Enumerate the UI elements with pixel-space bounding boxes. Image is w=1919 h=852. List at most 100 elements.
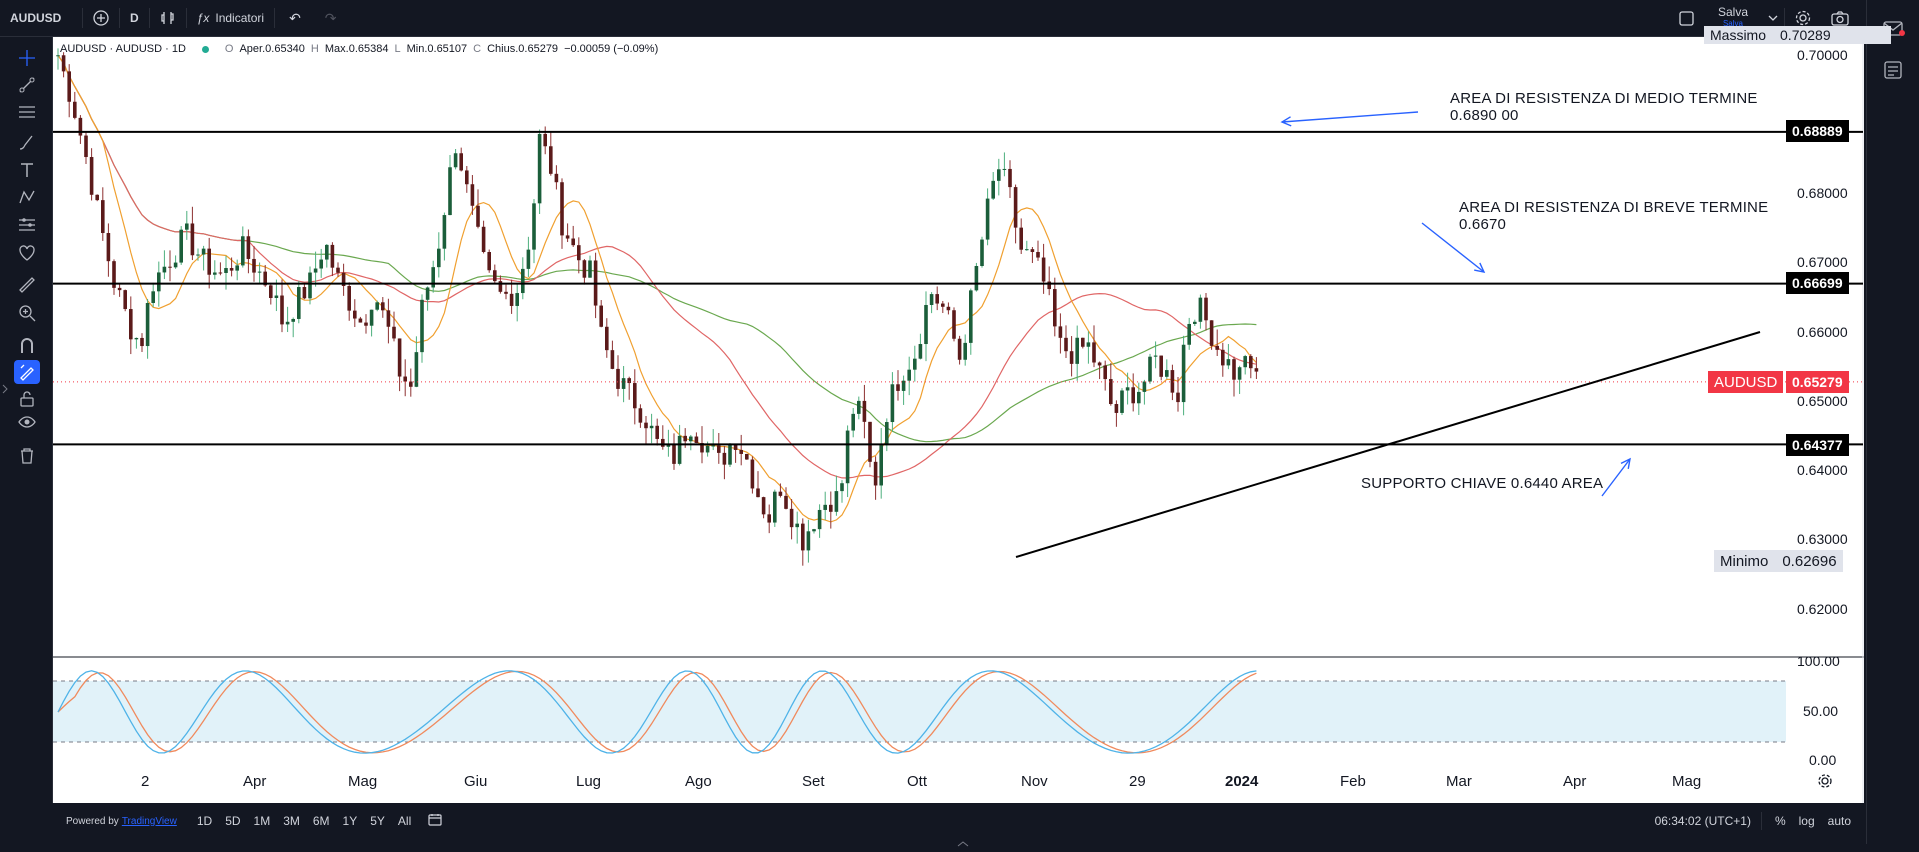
prediction-icon[interactable] — [14, 213, 40, 237]
redo-icon[interactable]: ↷ — [324, 9, 337, 26]
divider — [185, 8, 187, 28]
heart-icon[interactable] — [14, 241, 40, 265]
layout-square-icon[interactable] — [1669, 0, 1704, 36]
candle-body — [285, 321, 290, 325]
range-button-5d[interactable]: 5D — [225, 814, 241, 828]
ruler-icon[interactable] — [14, 273, 40, 297]
candle-body — [297, 287, 301, 319]
annotation-support[interactable]: SUPPORTO CHIAVE 0.6440 AREA — [1361, 475, 1604, 492]
candle-body — [229, 268, 234, 271]
pattern-icon[interactable] — [14, 185, 40, 209]
interval-button[interactable]: D — [130, 11, 139, 25]
lock-icon[interactable] — [14, 387, 40, 411]
candle-body — [526, 249, 531, 269]
candle-body — [834, 491, 839, 512]
candle-body — [599, 305, 603, 327]
indicators-button[interactable]: ƒx Indicatori — [187, 0, 274, 36]
zoom-icon[interactable] — [14, 301, 40, 325]
range-button-1m[interactable]: 1M — [253, 814, 271, 828]
candle-body — [907, 369, 911, 381]
candle-body — [694, 436, 699, 444]
candle-body — [313, 268, 318, 273]
candle-body — [448, 167, 452, 216]
candle-body — [241, 236, 245, 266]
watchlist-icon[interactable] — [1883, 60, 1903, 85]
time-tick-label: Mar — [1446, 773, 1472, 790]
candle-body — [235, 265, 239, 271]
trend-line-icon[interactable] — [14, 73, 40, 97]
candle-body — [1187, 323, 1191, 345]
candle-body — [1069, 351, 1074, 364]
camera-icon[interactable] — [1821, 0, 1859, 36]
candle-body — [425, 287, 430, 300]
range-button-all[interactable]: All — [397, 814, 412, 828]
candle-body — [633, 383, 637, 409]
horizontal-lines-icon[interactable] — [14, 100, 40, 124]
candle-body — [1209, 320, 1214, 346]
annotation-resistance-short-title[interactable]: AREA DI RESISTENZA DI BREVE TERMINE — [1459, 199, 1769, 216]
bottom-panel-chevron-icon[interactable] — [957, 834, 969, 852]
annotation-resistance-medium-title[interactable]: AREA DI RESISTENZA DI MEDIO TERMINE — [1450, 90, 1758, 107]
candle-body — [56, 55, 60, 57]
candle-body — [689, 436, 693, 442]
candle-body — [269, 285, 273, 298]
market-open-dot-icon — [201, 45, 209, 53]
candle-body — [969, 290, 973, 343]
candle-body — [61, 55, 66, 72]
candle-body — [1176, 392, 1180, 403]
stay-in-drawing-mode-icon[interactable] — [14, 360, 40, 384]
time-tick-label: Ago — [685, 773, 712, 790]
candle-body — [1170, 370, 1175, 393]
auto-toggle[interactable]: auto — [1827, 814, 1851, 828]
brush-icon[interactable] — [14, 130, 40, 154]
magnet-icon[interactable] — [14, 334, 40, 358]
chevron-down-icon[interactable] — [1762, 0, 1784, 36]
candle-body — [565, 235, 570, 239]
candle-body — [840, 483, 844, 492]
grid-layer — [53, 37, 1864, 803]
range-button-6m[interactable]: 6M — [312, 814, 330, 828]
undo-icon[interactable]: ↶ — [289, 9, 301, 26]
hline-price-label: 0.68889 — [1786, 120, 1849, 142]
candle-body — [1064, 337, 1068, 352]
candle-body — [851, 413, 855, 431]
symbol-search-button[interactable]: AUDUSD — [10, 11, 62, 25]
annotation-resistance-short-value[interactable]: 0.6670 — [1459, 216, 1507, 233]
candle-body — [470, 184, 475, 206]
candle-body — [661, 438, 665, 447]
osc-tick-label: 100.00 — [1797, 653, 1840, 669]
price-chart-canvas[interactable] — [53, 37, 1864, 803]
annotation-resistance-medium-value[interactable]: 0.6890 00 — [1450, 107, 1519, 124]
candle-body — [213, 272, 217, 275]
tradingview-link[interactable]: TradingView — [121, 815, 177, 827]
candle-body — [509, 293, 514, 306]
range-button-1y[interactable]: 1Y — [342, 814, 358, 828]
candle-body — [353, 310, 357, 319]
time-tick-label: 2 — [141, 773, 150, 790]
range-button-5y[interactable]: 5Y — [370, 814, 385, 828]
candle-body — [78, 117, 83, 136]
stoch-k-line — [57, 670, 1257, 754]
text-icon[interactable] — [14, 158, 40, 182]
candle-body — [778, 491, 783, 496]
crosshair-icon[interactable] — [14, 46, 40, 70]
save-button[interactable]: Salva Salva — [1704, 0, 1762, 36]
eye-icon[interactable] — [14, 410, 40, 434]
time-axis-settings-icon[interactable] — [1817, 773, 1833, 794]
clock-timezone[interactable]: 06:34:02 (UTC+1) — [1654, 814, 1751, 828]
log-toggle[interactable]: log — [1798, 814, 1815, 828]
chart-type-candles-icon[interactable] — [150, 0, 186, 36]
trash-icon[interactable] — [14, 444, 40, 468]
compare-add-icon[interactable] — [83, 0, 119, 36]
arrow-support — [1601, 458, 1631, 497]
percent-toggle[interactable]: % — [1774, 814, 1786, 828]
divider — [82, 8, 83, 28]
date-range-calendar-icon[interactable] — [428, 813, 442, 829]
range-button-3m[interactable]: 3M — [283, 814, 300, 828]
legend-symbol[interactable]: AUDUSD · AUDUSD · 1D — [60, 43, 186, 55]
chart-pane[interactable] — [53, 37, 1864, 803]
range-button-1d[interactable]: 1D — [196, 814, 213, 828]
candle-body — [308, 272, 312, 299]
settings-gear-icon[interactable] — [1785, 0, 1821, 36]
collapse-toolbar-icon[interactable] — [0, 377, 10, 401]
